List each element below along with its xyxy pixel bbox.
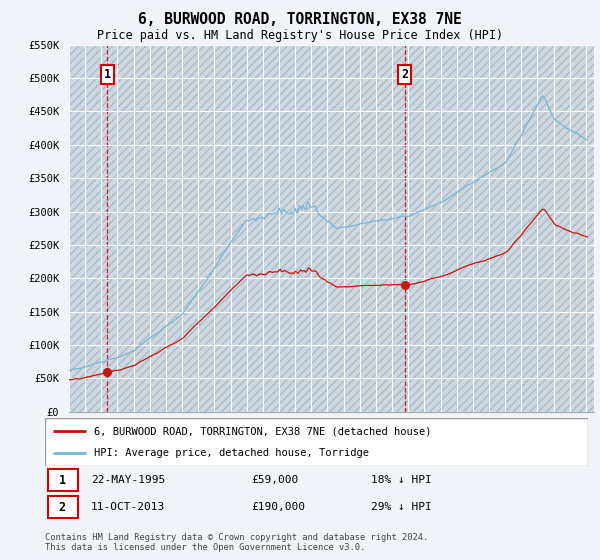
Text: Price paid vs. HM Land Registry's House Price Index (HPI): Price paid vs. HM Land Registry's House … [97,29,503,42]
Text: 29% ↓ HPI: 29% ↓ HPI [371,502,431,512]
Text: £59,000: £59,000 [251,475,299,486]
Text: 1: 1 [104,68,111,81]
Text: 11-OCT-2013: 11-OCT-2013 [91,502,166,512]
Bar [48,469,77,491]
Text: 6, BURWOOD ROAD, TORRINGTON, EX38 7NE (detached house): 6, BURWOOD ROAD, TORRINGTON, EX38 7NE (d… [94,426,431,436]
Text: 6, BURWOOD ROAD, TORRINGTON, EX38 7NE: 6, BURWOOD ROAD, TORRINGTON, EX38 7NE [138,12,462,27]
Text: HPI: Average price, detached house, Torridge: HPI: Average price, detached house, Torr… [94,448,369,458]
Text: 1: 1 [59,474,66,487]
Text: Contains HM Land Registry data © Crown copyright and database right 2024.: Contains HM Land Registry data © Crown c… [45,533,428,542]
Text: 22-MAY-1995: 22-MAY-1995 [91,475,166,486]
Text: 2: 2 [401,68,409,81]
Text: 2: 2 [59,501,66,514]
Text: £190,000: £190,000 [251,502,305,512]
Text: 18% ↓ HPI: 18% ↓ HPI [371,475,431,486]
Bar [48,496,77,518]
Text: This data is licensed under the Open Government Licence v3.0.: This data is licensed under the Open Gov… [45,543,365,552]
